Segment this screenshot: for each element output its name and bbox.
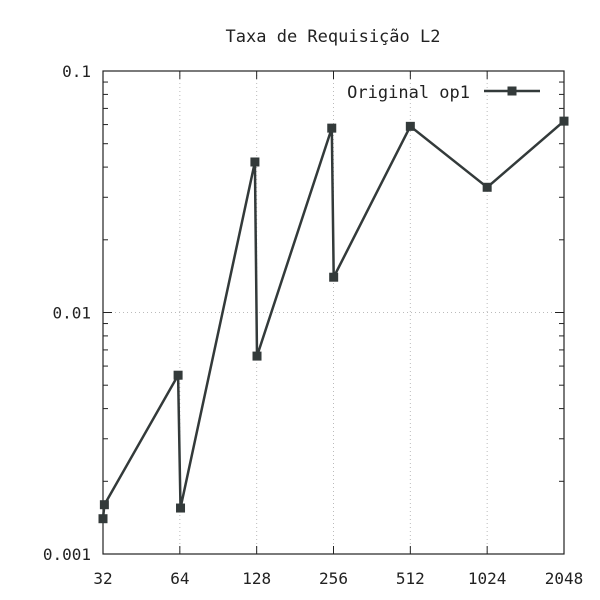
y-tick-label: 0.01 [52, 304, 91, 323]
legend: Original op1 [347, 83, 540, 103]
tick-labels: 32 64 128 256 512 1024 2048 0.001 0.01 0.1 [43, 62, 583, 588]
x-tick-label: 128 [242, 569, 271, 588]
x-tick-label: 1024 [468, 569, 507, 588]
chart-title: Taxa de Requisição L2 [226, 27, 441, 47]
data-point-marker [252, 351, 262, 361]
x-tick-label: 256 [319, 569, 348, 588]
grid [103, 71, 564, 554]
legend-marker-sample [507, 86, 517, 96]
series-layer [98, 116, 569, 524]
data-point-marker [250, 157, 260, 167]
y-tick-label: 0.1 [62, 62, 91, 81]
data-point-marker [559, 116, 569, 126]
data-point-marker [329, 272, 339, 282]
data-point-marker [173, 370, 183, 380]
x-tick-label: 2048 [545, 569, 584, 588]
x-tick-label: 32 [93, 569, 112, 588]
plot-area-border [102, 70, 565, 555]
data-point-marker [176, 503, 186, 513]
legend-label: Original op1 [347, 83, 470, 103]
data-point-marker [327, 123, 337, 133]
x-tick-label: 64 [170, 569, 189, 588]
data-point-marker [99, 500, 109, 510]
y-tick-label: 0.001 [43, 545, 91, 564]
data-point-marker [405, 121, 415, 131]
x-tick-label: 512 [396, 569, 425, 588]
data-point-marker [98, 514, 108, 524]
data-point-marker [482, 182, 492, 192]
